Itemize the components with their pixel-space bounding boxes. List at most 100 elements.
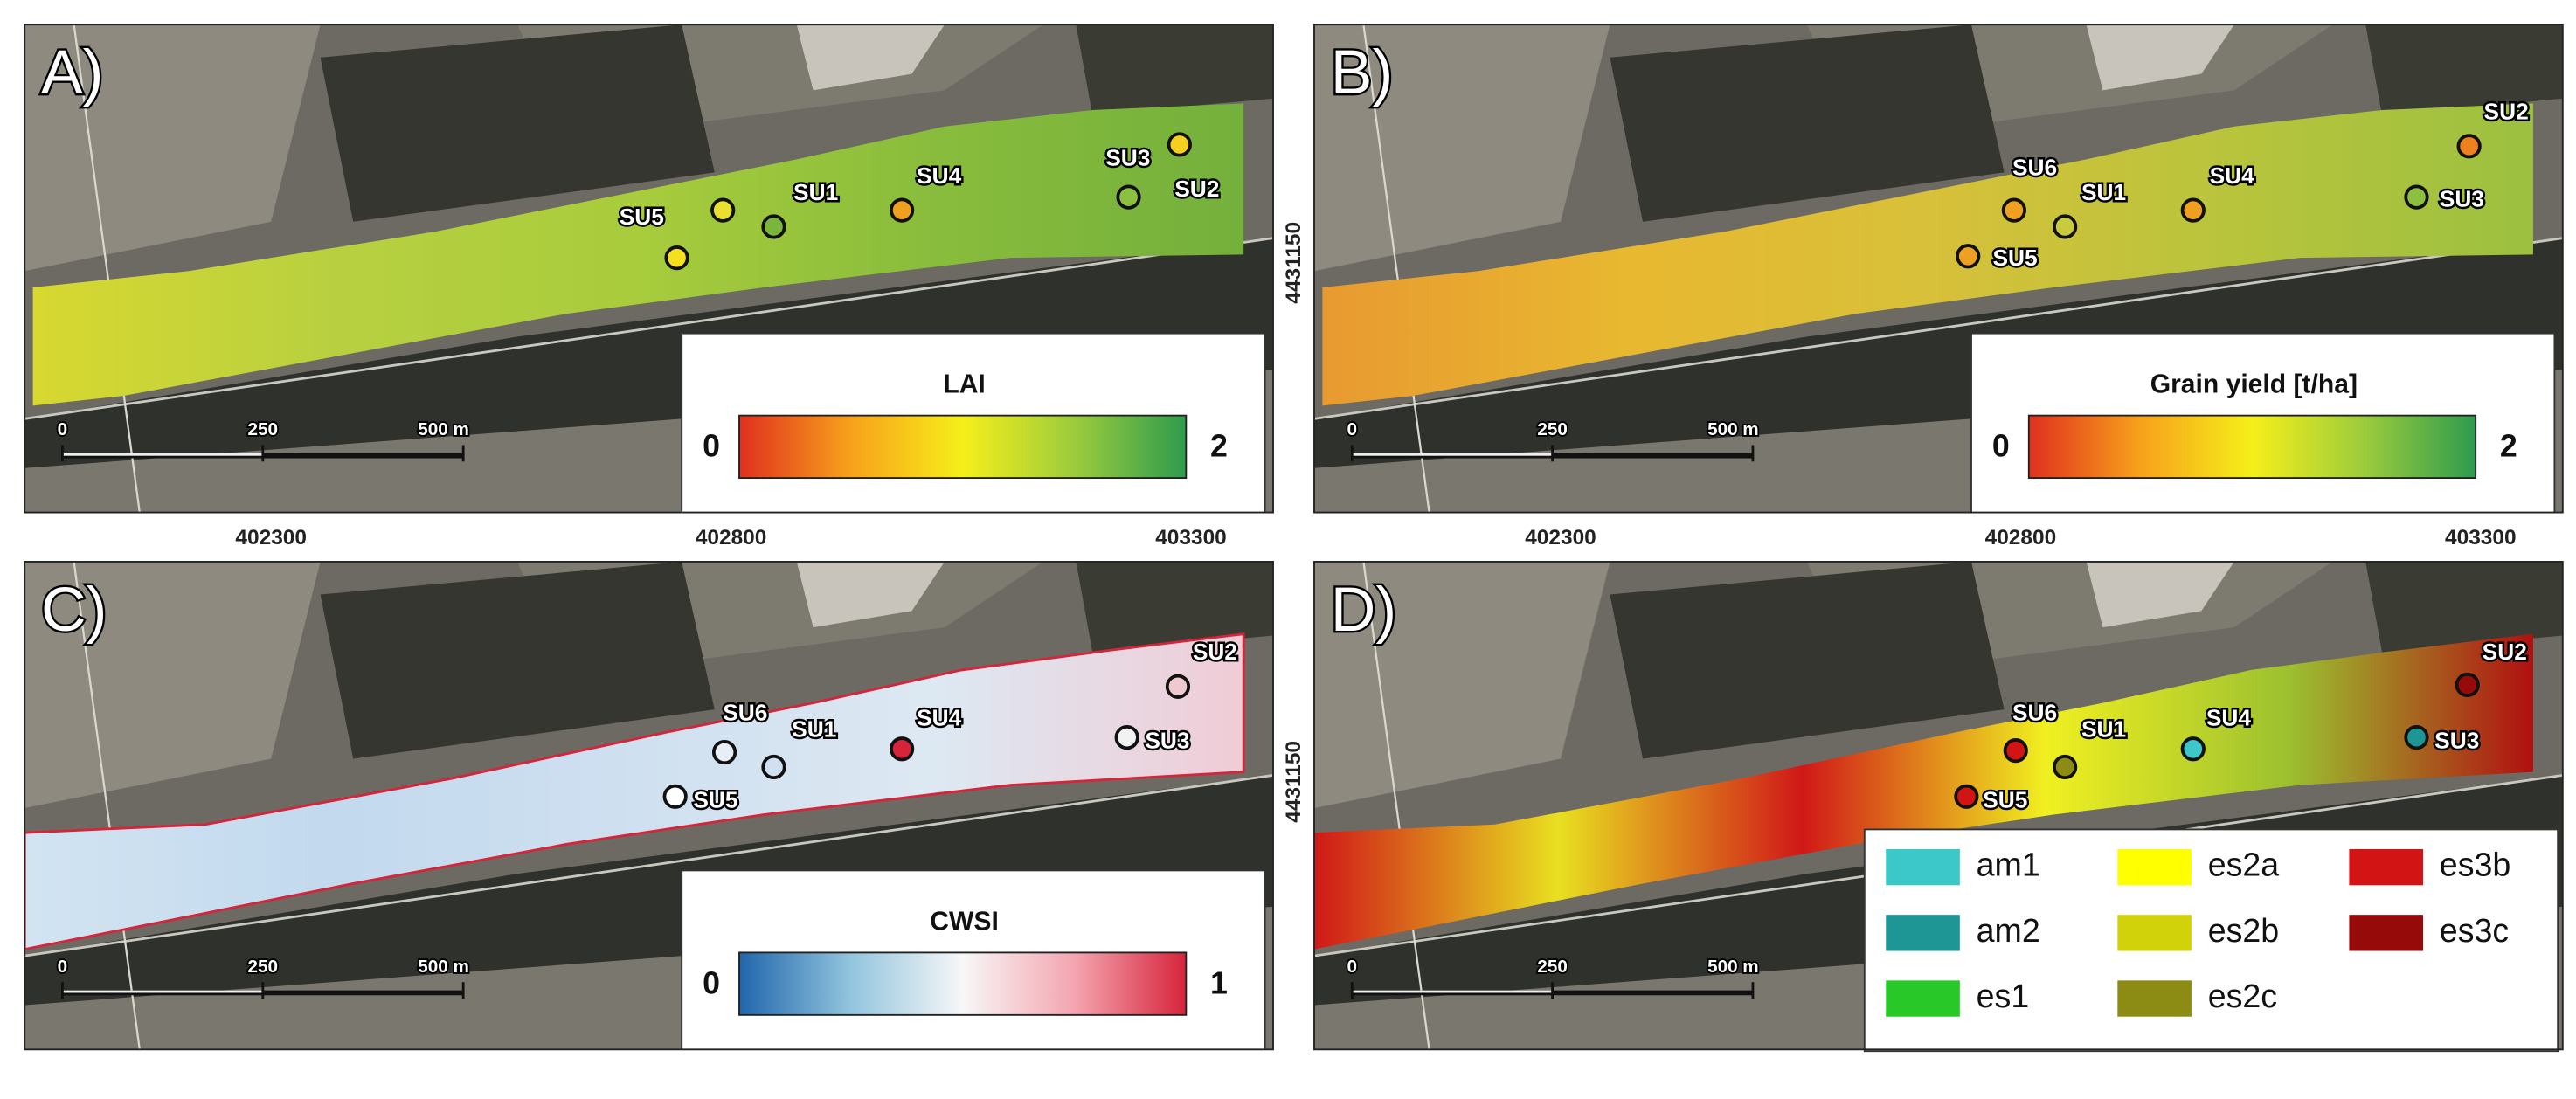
sample-unit-label: SU1 bbox=[2081, 716, 2126, 743]
easting-label: 402300 bbox=[235, 526, 307, 550]
colorbar-max: 2 bbox=[1210, 429, 1228, 464]
legend-swatch bbox=[1886, 980, 1960, 1017]
dark-field bbox=[1076, 24, 1273, 115]
dark-field bbox=[1076, 561, 1273, 653]
sample-unit bbox=[662, 784, 688, 809]
legend-swatch bbox=[2349, 848, 2423, 886]
legend-label: es2c bbox=[2208, 978, 2277, 1014]
sample-unit bbox=[761, 754, 786, 780]
sample-unit bbox=[890, 197, 915, 223]
legend-swatch bbox=[1886, 915, 1960, 951]
scale-bar-label: 500 m bbox=[418, 957, 469, 977]
sample-unit-label: SU1 bbox=[2081, 179, 2126, 205]
scale-bar-segment bbox=[1352, 990, 1553, 993]
scale-bar-label: 500 m bbox=[1707, 419, 1759, 439]
dark-field bbox=[24, 775, 1273, 1050]
sample-unit bbox=[1167, 132, 1192, 157]
legend-label: am2 bbox=[1977, 912, 2040, 949]
legend: CWSI 0 1 bbox=[681, 869, 1266, 1050]
sample-unit bbox=[2001, 197, 2026, 223]
sample-unit bbox=[2180, 736, 2206, 762]
sample-unit-label: SU3 bbox=[2440, 185, 2484, 211]
sample-unit-label: SU5 bbox=[620, 204, 664, 230]
legend-label: es2a bbox=[2208, 847, 2280, 883]
sample-unit-label: SU4 bbox=[917, 704, 962, 730]
sample-unit-label: SU3 bbox=[2434, 728, 2479, 754]
sample-unit bbox=[664, 245, 689, 271]
scale-bar-label: 500 m bbox=[418, 419, 469, 439]
dark-field bbox=[1610, 561, 2005, 759]
scale-bar-label: 250 bbox=[1537, 957, 1568, 977]
colorbar-max: 2 bbox=[2500, 429, 2517, 464]
legend-swatch bbox=[2117, 848, 2192, 886]
legend-label: es2b bbox=[2208, 912, 2280, 949]
dark-field bbox=[1610, 24, 2005, 222]
easting-label: 403300 bbox=[1155, 526, 1227, 550]
northing-label: 4431150 bbox=[1282, 222, 1305, 304]
sample-unit-label: SU1 bbox=[792, 716, 836, 743]
sample-unit bbox=[2003, 738, 2028, 764]
colorbar-min: 0 bbox=[1992, 429, 2010, 464]
legend-label: am1 bbox=[1977, 847, 2040, 883]
legend-box bbox=[1863, 828, 2559, 1053]
road bbox=[1362, 24, 1430, 513]
field-raster bbox=[24, 632, 1245, 951]
sample-unit-label: SU5 bbox=[1983, 786, 2027, 812]
road bbox=[1313, 237, 2563, 420]
dark-field bbox=[24, 238, 1273, 513]
sample-unit-label: SU3 bbox=[1105, 144, 1150, 170]
sample-unit bbox=[2404, 725, 2429, 750]
sample-unit bbox=[2456, 134, 2482, 159]
legend: Grain yield [t/ha] 0 2 bbox=[1970, 332, 2556, 513]
road bbox=[73, 561, 141, 1050]
legend-title: LAI bbox=[943, 370, 985, 399]
legend-title: Grain yield [t/ha] bbox=[2150, 370, 2358, 399]
map-panel: SU6 SU1 SU5 SU4 SU2 SU3 B) 0 250 500 m Grain yield… bbox=[1313, 24, 2564, 514]
sample-unit bbox=[2053, 214, 2078, 239]
sample-unit bbox=[1165, 674, 1191, 699]
legend-swatch bbox=[2117, 980, 2192, 1017]
dark-field bbox=[1313, 238, 2563, 513]
field-raster bbox=[1322, 103, 2533, 406]
scale-bar: 0 250 500 m bbox=[56, 955, 471, 999]
legend-title: CWSI bbox=[930, 908, 999, 937]
dark-field bbox=[2365, 561, 2563, 653]
sample-unit-label: SU5 bbox=[693, 786, 737, 812]
sample-unit-label: SU6 bbox=[723, 700, 767, 726]
map-panel: SU5 SU1 SU4 SU3 SU2 A) 0 250 500 m LAI 0 2 bbox=[24, 24, 1274, 514]
dark-field bbox=[320, 561, 715, 759]
legend: LAI 0 2 bbox=[681, 332, 1266, 513]
sample-unit bbox=[1116, 184, 1141, 210]
sample-unit-label: SU6 bbox=[2012, 155, 2057, 181]
sample-unit-label: SU4 bbox=[2210, 162, 2255, 189]
bright-soil bbox=[2086, 561, 2234, 628]
easting-label: 402800 bbox=[696, 526, 767, 550]
legend-label: es1 bbox=[1977, 978, 2030, 1014]
sample-unit bbox=[1954, 784, 1979, 809]
sample-unit bbox=[711, 739, 737, 765]
map-area: SU6 SU1 SU5 SU4 SU2 SU3 C) 0 250 500 m CWSI 0 1 bbox=[24, 561, 1273, 1050]
panel-letter: C) bbox=[41, 575, 107, 645]
sample-unit-label: SU2 bbox=[1174, 176, 1219, 202]
road bbox=[73, 24, 141, 513]
legend: am1 am2 es1 es2a es2b es2c es3b es3c bbox=[1863, 828, 2559, 1053]
scale-bar-label: 0 bbox=[1347, 419, 1357, 439]
road bbox=[24, 773, 1273, 957]
scale-bar-label: 500 m bbox=[1707, 957, 1759, 977]
sample-unit bbox=[2180, 197, 2206, 223]
scale-bar-segment bbox=[62, 990, 263, 993]
map-area: SU5 SU1 SU4 SU3 SU2 A) 0 250 500 m LAI 0 2 bbox=[24, 24, 1273, 513]
scale-bar-label: 0 bbox=[58, 957, 67, 977]
colorbar bbox=[738, 414, 1188, 480]
panel-letter: D) bbox=[1331, 575, 1396, 645]
scale-bar-label: 250 bbox=[248, 419, 279, 439]
panel-frame bbox=[1313, 24, 2564, 514]
sample-unit-label: SU4 bbox=[2206, 704, 2252, 730]
sample-unit-label: SU1 bbox=[793, 179, 838, 205]
easting-label: 403300 bbox=[2445, 526, 2517, 550]
northing-label: 4431150 bbox=[1282, 741, 1305, 823]
panel-letter: B) bbox=[1331, 38, 1393, 107]
sample-unit bbox=[1956, 244, 1981, 269]
